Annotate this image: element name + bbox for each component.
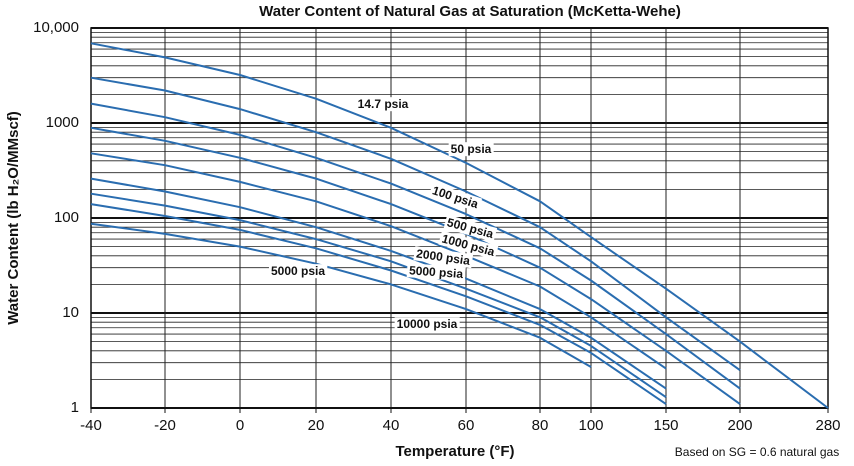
annotation-bg [428,182,483,212]
x-tick-label: 80 [532,417,549,434]
x-tick-label: 100 [578,417,603,434]
annotation-text: 14.7 psia [358,97,409,111]
y-tick-label: 1 [71,399,79,416]
annotation: 5000 psia [406,263,466,282]
curve [90,192,667,399]
y-tick-label: 1000 [46,114,79,131]
annotation-bg [448,142,494,157]
annotation-bg [438,230,499,260]
curve [90,222,592,368]
annotation-bg [443,214,498,242]
y-axis-label: Water Content (lb H₂O/MMscf) [5,111,22,325]
x-axis-label: Temperature (°F) [395,443,514,460]
curve [90,126,741,405]
annotation: 5000 psia [268,264,328,279]
curve [90,177,667,390]
curve [90,203,667,405]
curve [90,76,741,372]
x-tick-label: 280 [815,417,840,434]
y-tick-label: 10 [62,304,79,321]
x-tick-label: 60 [458,417,475,434]
annotation-bg [355,97,411,112]
annotation-text: 5000 psia [409,263,464,281]
curve [90,102,741,390]
x-tick-label: 0 [236,417,244,434]
annotation-text: 5000 psia [271,264,325,278]
x-tick-label: 40 [383,417,400,434]
annotation-bg [406,263,466,282]
annotation-text: 10000 psia [397,317,458,331]
x-tick-label: 200 [727,417,752,434]
x-tick-label: 20 [308,417,325,434]
x-tick-label: -40 [80,417,102,434]
annotation-bg [268,264,328,279]
chart-title: Water Content of Natural Gas at Saturati… [259,3,681,20]
curve [90,152,667,370]
plot-frame [90,27,829,409]
x-tick-label: -20 [154,417,176,434]
annotation-text: 50 psia [451,142,492,156]
y-tick-label: 100 [54,209,79,226]
annotation-bg [394,317,460,332]
x-tick-label: 150 [653,417,678,434]
y-tick-label: 10,000 [33,19,79,36]
curve [90,42,829,409]
annotation-bg [413,246,474,269]
annotation: 14.7 psia [355,97,411,112]
annotation: 50 psia [448,142,494,157]
annotation: 10000 psia [394,317,460,332]
footnote: Based on SG = 0.6 natural gas [675,445,839,459]
